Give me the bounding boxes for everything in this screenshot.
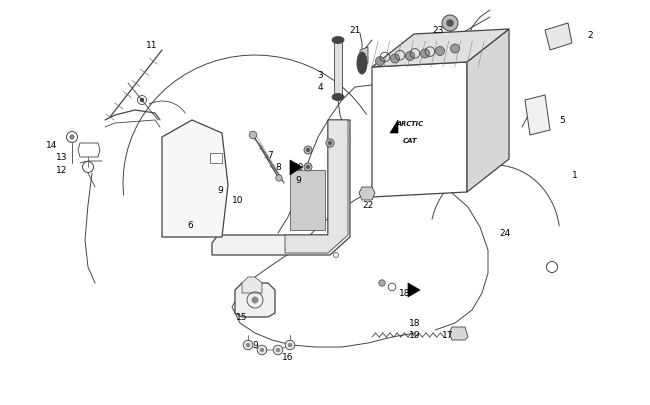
Circle shape — [260, 348, 264, 352]
Text: 5: 5 — [559, 116, 565, 125]
Polygon shape — [78, 144, 100, 158]
Polygon shape — [334, 41, 342, 98]
Polygon shape — [390, 121, 398, 134]
Polygon shape — [290, 161, 302, 175]
Circle shape — [379, 280, 385, 286]
Circle shape — [246, 343, 250, 347]
Circle shape — [406, 52, 415, 61]
Polygon shape — [235, 284, 275, 317]
Polygon shape — [372, 30, 509, 68]
Text: 4: 4 — [317, 83, 323, 92]
Polygon shape — [467, 30, 509, 192]
Text: 24: 24 — [499, 229, 511, 238]
Ellipse shape — [332, 37, 344, 45]
Text: 1: 1 — [572, 171, 578, 180]
Circle shape — [436, 47, 445, 56]
Circle shape — [376, 58, 385, 66]
Circle shape — [447, 20, 454, 28]
Polygon shape — [372, 63, 467, 198]
Circle shape — [252, 297, 258, 303]
Polygon shape — [212, 121, 350, 256]
Circle shape — [326, 139, 334, 148]
Circle shape — [273, 345, 283, 355]
Polygon shape — [359, 188, 375, 200]
Text: 17: 17 — [442, 331, 454, 340]
Text: 11: 11 — [146, 41, 158, 50]
Polygon shape — [285, 121, 348, 254]
Ellipse shape — [357, 53, 367, 75]
Polygon shape — [162, 121, 228, 237]
Text: 8: 8 — [275, 163, 281, 172]
Circle shape — [288, 343, 292, 347]
Text: 9: 9 — [295, 176, 301, 185]
Circle shape — [304, 164, 312, 172]
Polygon shape — [360, 48, 368, 68]
Polygon shape — [545, 24, 572, 51]
Text: 18: 18 — [410, 319, 421, 328]
Text: 3: 3 — [317, 71, 323, 80]
Ellipse shape — [332, 94, 344, 101]
Circle shape — [421, 50, 430, 59]
Text: 7: 7 — [267, 151, 273, 160]
Polygon shape — [210, 153, 222, 164]
Circle shape — [391, 55, 400, 64]
Polygon shape — [242, 277, 262, 293]
Text: 6: 6 — [187, 221, 193, 230]
Polygon shape — [525, 96, 550, 136]
Circle shape — [442, 16, 458, 32]
Polygon shape — [449, 327, 468, 340]
Text: ARCTIC: ARCTIC — [396, 121, 424, 127]
Circle shape — [276, 348, 280, 352]
Circle shape — [249, 132, 257, 139]
Text: 21: 21 — [349, 26, 361, 35]
Text: 20: 20 — [292, 163, 304, 172]
Text: 15: 15 — [236, 313, 248, 322]
Text: 12: 12 — [57, 166, 68, 175]
Text: 13: 13 — [57, 153, 68, 162]
Circle shape — [333, 253, 339, 258]
Circle shape — [140, 99, 144, 103]
Circle shape — [243, 340, 253, 350]
Text: 10: 10 — [232, 196, 244, 205]
Circle shape — [257, 345, 266, 355]
Circle shape — [276, 175, 282, 182]
Text: 22: 22 — [363, 201, 374, 210]
Text: 2: 2 — [587, 32, 593, 40]
Text: 19: 19 — [410, 331, 421, 340]
Text: 14: 14 — [46, 141, 58, 150]
Text: 9: 9 — [252, 341, 258, 350]
Circle shape — [328, 142, 332, 145]
Text: 18: 18 — [399, 289, 411, 298]
Circle shape — [306, 166, 309, 169]
Circle shape — [306, 149, 309, 152]
Text: 23: 23 — [432, 26, 444, 35]
Text: CAT: CAT — [403, 138, 417, 144]
Text: 9: 9 — [217, 186, 223, 195]
Circle shape — [450, 45, 460, 54]
Polygon shape — [408, 284, 420, 297]
Circle shape — [304, 147, 312, 155]
Circle shape — [70, 135, 74, 140]
Circle shape — [285, 340, 295, 350]
Polygon shape — [290, 171, 325, 230]
Text: 16: 16 — [282, 353, 294, 362]
